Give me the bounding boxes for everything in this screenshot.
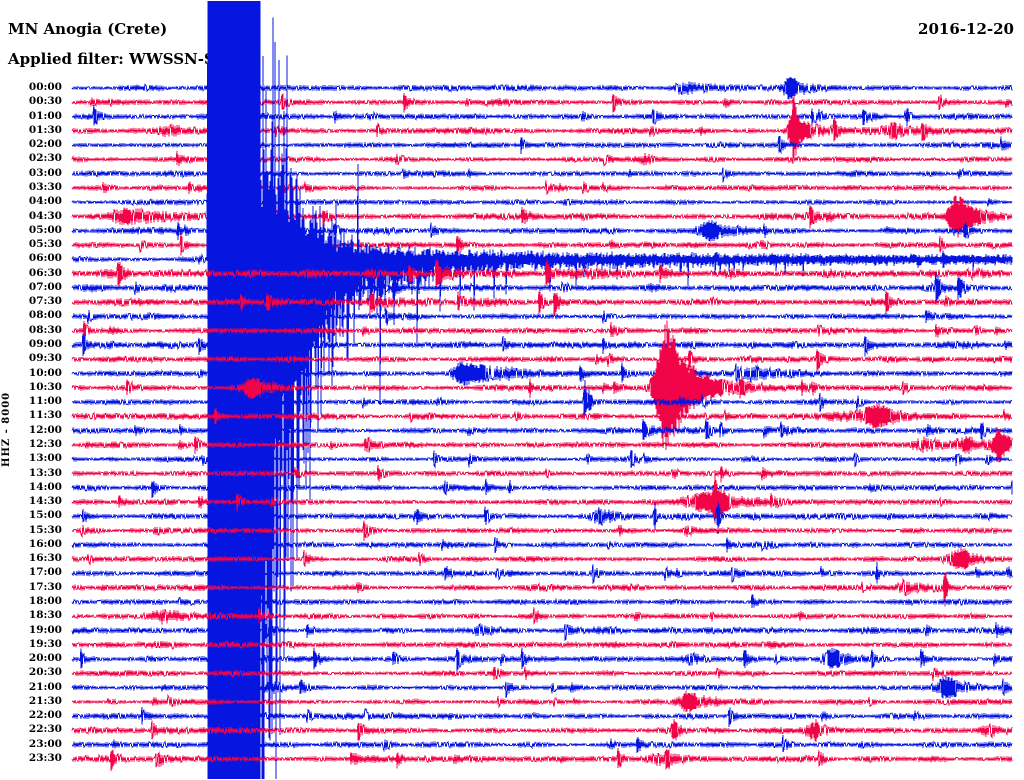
time-label: 23:00 (28, 737, 62, 750)
time-label: 20:30 (28, 666, 62, 679)
time-label: 21:30 (28, 694, 62, 707)
time-label: 05:00 (28, 223, 62, 236)
time-label: 13:30 (28, 466, 62, 479)
time-label: 12:00 (28, 423, 62, 436)
time-label: 17:30 (28, 580, 62, 593)
time-label: 19:00 (28, 623, 62, 636)
time-label: 00:30 (28, 95, 62, 108)
time-label: 04:30 (28, 209, 62, 222)
time-label: 18:30 (28, 609, 62, 622)
time-label: 09:00 (28, 338, 62, 350)
time-label: 01:30 (28, 123, 62, 136)
time-label: 11:30 (28, 409, 62, 422)
time-label: 06:00 (28, 252, 62, 265)
time-label: 20:00 (28, 652, 62, 665)
time-label: 10:00 (28, 366, 62, 379)
time-label: 22:00 (28, 709, 62, 722)
time-label: 16:00 (28, 537, 62, 550)
time-label: 08:30 (28, 323, 62, 336)
time-label: 03:00 (28, 166, 62, 179)
time-label: 14:30 (28, 495, 62, 507)
station-title: MN Anogia (Crete) (8, 20, 168, 38)
time-label: 00:00 (28, 81, 62, 93)
time-label: 15:00 (28, 509, 62, 522)
time-label: 11:00 (28, 395, 62, 408)
time-label: 22:30 (28, 723, 62, 736)
time-label: 12:30 (28, 437, 62, 450)
time-label: 09:30 (28, 352, 62, 365)
time-label: 06:30 (28, 266, 62, 279)
time-label: 04:00 (28, 195, 62, 208)
date-label: 2016-12-20 (918, 20, 1014, 38)
time-label: 10:30 (28, 380, 62, 393)
time-label: 02:00 (28, 138, 62, 151)
time-label: 23:30 (28, 752, 62, 764)
time-label: 07:00 (28, 280, 62, 293)
time-label: 14:00 (28, 480, 62, 493)
time-label: 01:00 (28, 109, 62, 122)
time-label: 17:00 (28, 566, 62, 579)
time-label: 03:30 (28, 180, 62, 193)
filter-label: Applied filter: WWSSN-SP (8, 50, 227, 68)
time-label: 19:30 (28, 637, 62, 650)
time-label: 02:30 (28, 152, 62, 165)
time-label: 07:30 (28, 295, 62, 308)
time-label: 05:30 (28, 238, 62, 250)
time-label: 16:30 (28, 552, 62, 565)
time-label: 13:00 (28, 452, 62, 465)
time-label: 21:00 (28, 680, 62, 693)
time-label: 18:00 (28, 595, 62, 607)
time-label: 15:30 (28, 523, 62, 536)
time-label: 08:00 (28, 309, 62, 322)
